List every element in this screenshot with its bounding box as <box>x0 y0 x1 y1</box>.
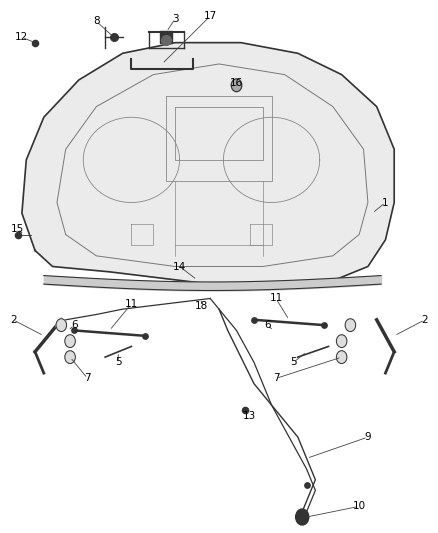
Circle shape <box>65 351 75 364</box>
Text: 13: 13 <box>243 411 256 421</box>
Text: 15: 15 <box>11 224 24 234</box>
Point <box>303 481 310 489</box>
Text: 5: 5 <box>115 358 122 367</box>
Circle shape <box>65 335 75 348</box>
Polygon shape <box>22 43 394 288</box>
Text: 17: 17 <box>204 11 217 21</box>
Circle shape <box>345 319 356 332</box>
Text: 2: 2 <box>421 315 428 325</box>
Text: 6: 6 <box>71 320 78 330</box>
Point <box>242 406 249 415</box>
Text: 14: 14 <box>173 262 186 271</box>
Circle shape <box>336 351 347 364</box>
Point <box>251 316 258 324</box>
Text: 8: 8 <box>93 17 100 26</box>
Text: 12: 12 <box>15 33 28 42</box>
Text: 7: 7 <box>84 374 91 383</box>
Circle shape <box>296 509 309 525</box>
Circle shape <box>231 79 242 92</box>
Text: 2: 2 <box>10 315 17 325</box>
Point <box>163 36 170 44</box>
Text: 6: 6 <box>264 320 271 330</box>
Text: 1: 1 <box>382 198 389 207</box>
Point <box>71 326 78 335</box>
Circle shape <box>336 335 347 348</box>
Circle shape <box>56 319 67 332</box>
Point <box>110 33 117 42</box>
Text: 18: 18 <box>195 302 208 311</box>
Text: 10: 10 <box>353 502 366 511</box>
Point <box>321 321 328 329</box>
Text: 3: 3 <box>172 14 179 23</box>
Text: 16: 16 <box>230 78 243 87</box>
Text: 7: 7 <box>272 374 279 383</box>
Text: 5: 5 <box>290 358 297 367</box>
Text: 9: 9 <box>364 432 371 442</box>
Text: 11: 11 <box>269 294 283 303</box>
Point <box>32 38 39 47</box>
Point <box>141 332 148 340</box>
Text: 11: 11 <box>125 299 138 309</box>
Point <box>14 230 21 239</box>
Point <box>163 33 170 42</box>
